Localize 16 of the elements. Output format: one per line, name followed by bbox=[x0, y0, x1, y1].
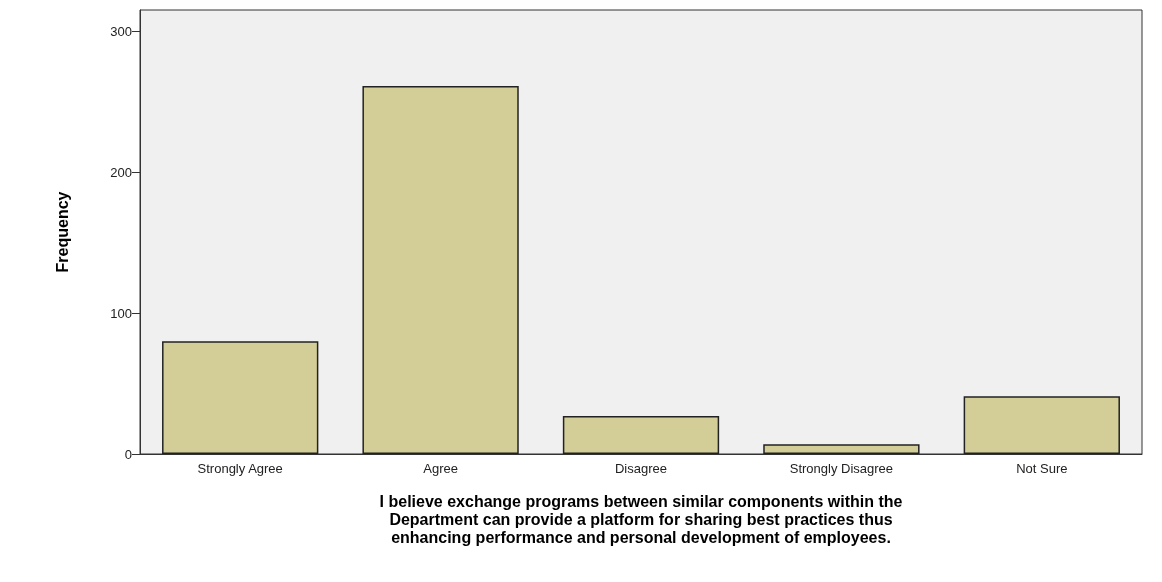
y-axis-title: Frequency bbox=[53, 191, 71, 273]
x-tick-label: Strongly Disagree bbox=[789, 461, 894, 476]
x-tick-label: Strongly Agree bbox=[197, 461, 283, 476]
y-tick-label: 200 bbox=[110, 164, 132, 180]
y-tick-label: 0 bbox=[124, 446, 132, 462]
x-tick-label: Disagree bbox=[614, 461, 668, 476]
y-tick-label: 100 bbox=[110, 305, 132, 321]
bar bbox=[963, 396, 1120, 454]
y-tick-label: 300 bbox=[110, 23, 132, 39]
bar bbox=[562, 415, 720, 454]
x-tick-label: Not Sure bbox=[1016, 461, 1068, 476]
bar bbox=[162, 341, 319, 454]
bar bbox=[763, 444, 920, 454]
x-axis-title: I believe exchange programs between similar components within the Department can provide a platform for sharing best practices thus enhancing performance and personal development of employees. bbox=[379, 492, 903, 546]
x-tick-label: Agree bbox=[423, 461, 458, 476]
bar bbox=[362, 86, 519, 454]
